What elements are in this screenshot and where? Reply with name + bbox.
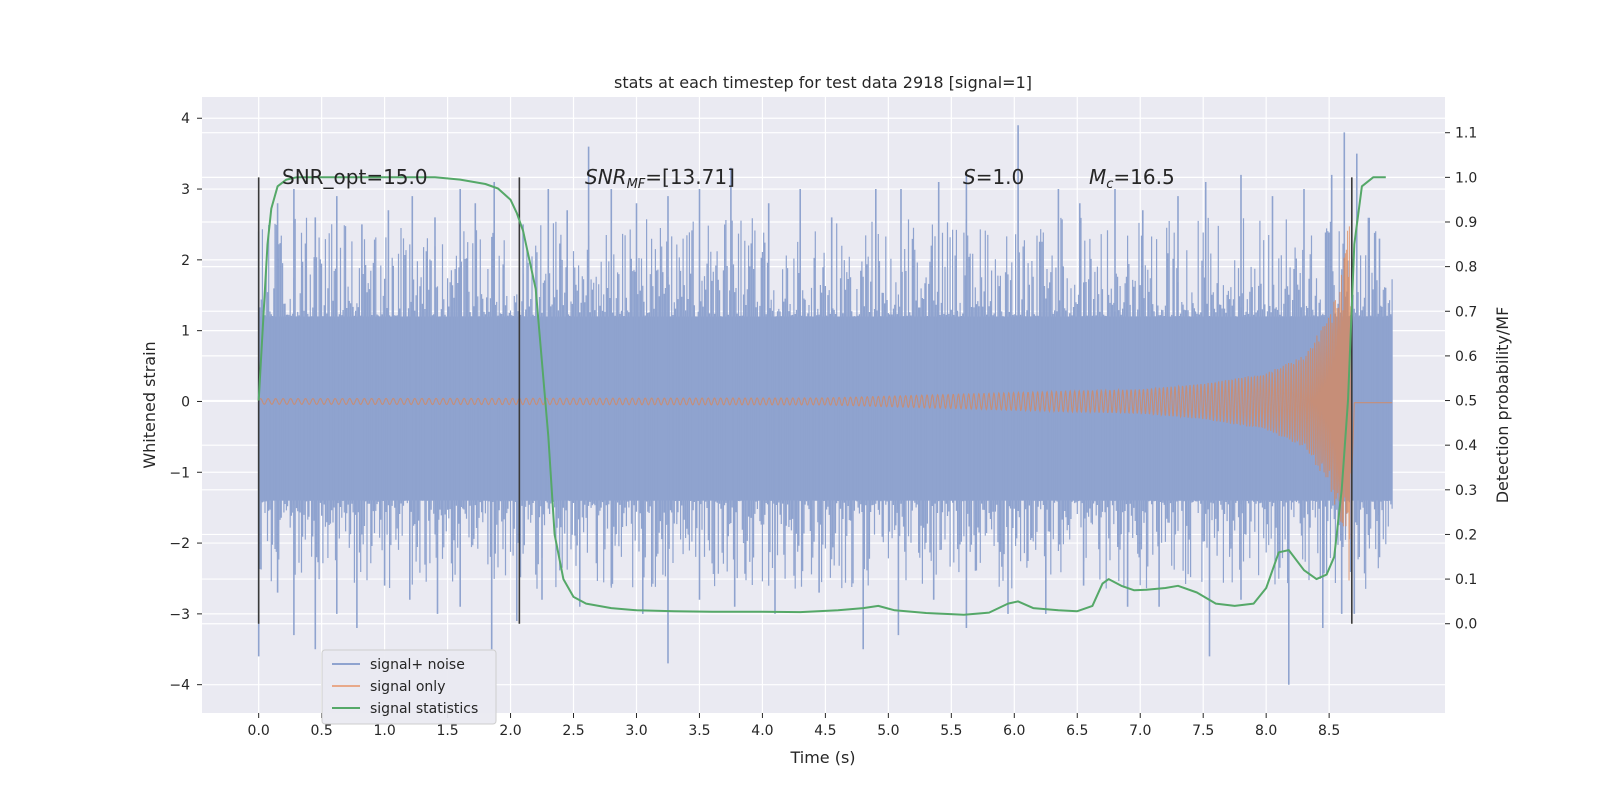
x-tick-label: 5.5 (940, 723, 962, 739)
x-tick-label: 6.5 (1066, 723, 1088, 739)
annotation-mc-subscript: c (1106, 177, 1113, 192)
x-tick-label: 0.0 (248, 723, 270, 739)
annotation-s: S=1.0 (963, 165, 1024, 189)
annotation-s-symbol: S (963, 165, 976, 189)
axis-ticks: 0.0 0.5 1.0 1.5 2.0 2.5 3.0 3.5 4.0 4.5 5.0 5.5 6.0 6… (169, 111, 1477, 739)
annotation-mc: Mc=16.5 (1089, 165, 1175, 192)
y-tick-label-right: 0.7 (1455, 304, 1477, 320)
x-tick-label: 1.5 (436, 723, 458, 739)
x-tick-label: 1.0 (373, 723, 395, 739)
y-tick-label-left: −2 (169, 536, 190, 552)
y-tick-label-right: 0.5 (1455, 394, 1477, 410)
signal-statistics-line (257, 176, 1386, 616)
signal-only-series (258, 226, 1393, 581)
annotation-snr-opt: SNR_opt=15.0 (282, 165, 428, 189)
y-axis-label-left: Whitened strain (140, 341, 159, 468)
y-tick-label-left: −1 (169, 465, 190, 481)
y-tick-label-left: −4 (169, 678, 190, 694)
x-tick-label: 6.0 (1003, 723, 1025, 739)
x-tick-label: 5.0 (877, 723, 899, 739)
y-tick-label-right: 0.9 (1455, 215, 1477, 231)
x-tick-label: 7.5 (1192, 723, 1214, 739)
legend-label-signal-statistics: signal statistics (370, 701, 478, 717)
y-tick-label-right: 0.0 (1455, 617, 1477, 633)
x-axis-label: Time (s) (789, 748, 855, 767)
chart-title: stats at each timestep for test data 291… (614, 73, 1032, 92)
y-tick-label-left: 0 (181, 394, 190, 410)
y-tick-label-left: −3 (169, 607, 190, 623)
y-tick-label-right: 0.2 (1455, 527, 1477, 543)
x-tick-label: 3.0 (625, 723, 647, 739)
vertical-markers (257, 177, 1353, 624)
x-tick-label: 0.5 (311, 723, 333, 739)
y-tick-label-right: 0.8 (1455, 260, 1477, 276)
y-tick-label-left: 3 (181, 182, 190, 198)
annotation-snr-mf-subscript: MF (627, 177, 646, 192)
x-tick-label: 4.5 (814, 723, 836, 739)
annotation-mc-value: =16.5 (1113, 165, 1174, 189)
signal-statistics-series (257, 176, 1386, 616)
legend-label-signal-noise: signal+ noise (370, 657, 465, 673)
y-tick-label-right: 0.3 (1455, 483, 1477, 499)
x-tick-label: 4.0 (751, 723, 773, 739)
x-tick-label: 2.5 (562, 723, 584, 739)
x-tick-label: 8.5 (1318, 723, 1340, 739)
annotation-snr-mf: SNRMF=[13.71] (585, 165, 735, 192)
x-tick-label: 8.0 (1255, 723, 1277, 739)
y-tick-label-left: 4 (181, 111, 190, 127)
annotation-s-value: =1.0 (976, 165, 1025, 189)
annotation-mc-symbol: M (1089, 165, 1106, 189)
annotation-snr-mf-symbol: SNR (585, 165, 627, 189)
annotation-snr-mf-value: =[13.71] (645, 165, 735, 189)
y-tick-label-left: 2 (181, 253, 190, 269)
x-tick-label: 7.0 (1129, 723, 1151, 739)
y-tick-label-right: 0.4 (1455, 438, 1477, 454)
x-tick-label: 2.0 (499, 723, 521, 739)
x-tick-label: 3.5 (688, 723, 710, 739)
y-tick-label-right: 0.6 (1455, 349, 1477, 365)
y-tick-label-right: 1.0 (1455, 170, 1477, 186)
legend-box (321, 649, 497, 725)
y-axis-label-right: Detection probability/MF (1493, 307, 1512, 504)
signal-only-trace (258, 226, 1393, 581)
legend: signal+ noise signal only signal statist… (321, 649, 497, 725)
y-tick-label-right: 1.1 (1455, 126, 1477, 142)
legend-label-signal-only: signal only (370, 679, 445, 695)
y-tick-label-right: 0.1 (1455, 572, 1477, 588)
y-tick-label-left: 1 (181, 324, 190, 340)
